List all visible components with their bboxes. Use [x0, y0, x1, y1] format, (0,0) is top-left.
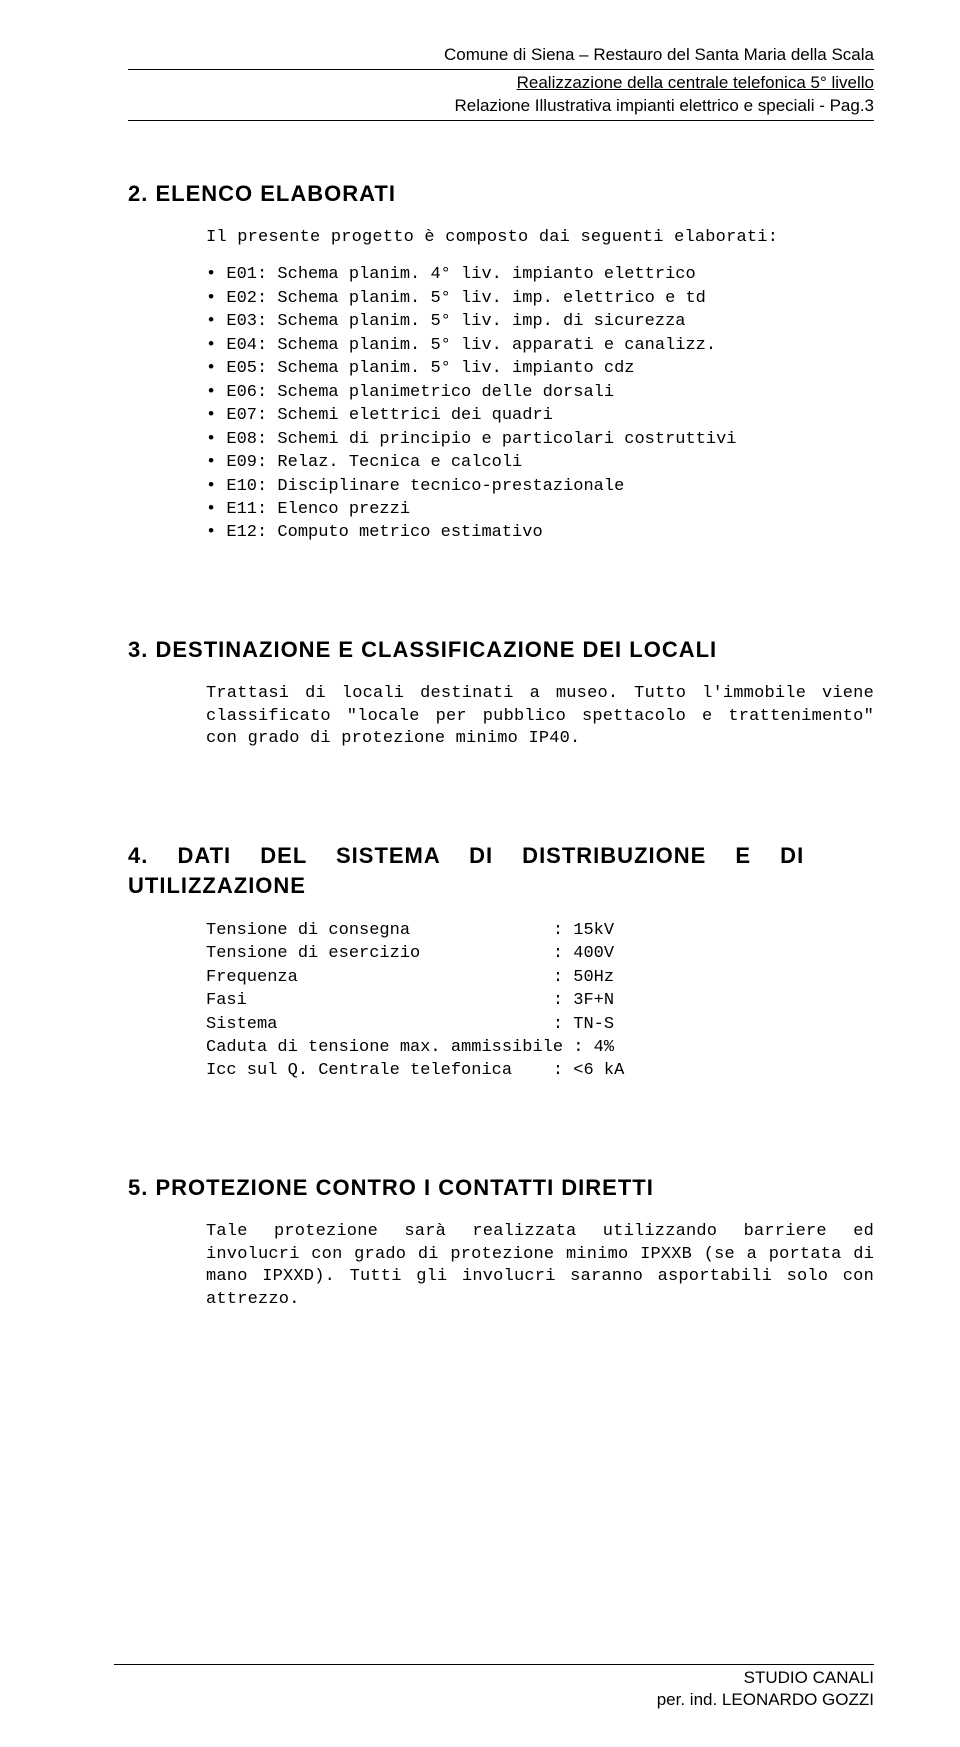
section-2-title: 2. ELENCO ELABORATI — [128, 179, 874, 209]
list-item: E12: Computo metrico estimativo — [206, 521, 874, 544]
table-row: Caduta di tensione max. ammissibile : 4% — [206, 1036, 874, 1059]
table-row: Icc sul Q. Centrale telefonica : <6 kA — [206, 1059, 874, 1082]
section-4-title-line1: 4. DATI DEL SISTEMA DI DISTRIBUZIONE E D… — [128, 843, 804, 868]
page-header: Comune di Siena – Restauro del Santa Mar… — [128, 44, 874, 121]
header-line-1: Comune di Siena – Restauro del Santa Mar… — [128, 44, 874, 67]
header-line-3: Relazione Illustrativa impianti elettric… — [128, 95, 874, 118]
table-row: Tensione di esercizio : 400V — [206, 942, 874, 965]
table-row: Frequenza : 50Hz — [206, 966, 874, 989]
section-4-title: 4. DATI DEL SISTEMA DI DISTRIBUZIONE E D… — [128, 841, 874, 900]
list-item: E04: Schema planim. 5° liv. apparati e c… — [206, 334, 874, 357]
list-item: E08: Schemi di principio e particolari c… — [206, 428, 874, 451]
table-row: Sistema : TN-S — [206, 1013, 874, 1036]
list-item: E09: Relaz. Tecnica e calcoli — [206, 451, 874, 474]
section-3: 3. DESTINAZIONE E CLASSIFICAZIONE DEI LO… — [128, 635, 874, 752]
list-item: E03: Schema planim. 5° liv. imp. di sicu… — [206, 310, 874, 333]
footer-line-2: per. ind. LEONARDO GOZZI — [657, 1689, 874, 1711]
table-row: Tensione di consegna : 15kV — [206, 919, 874, 942]
list-item: E11: Elenco prezzi — [206, 498, 874, 521]
section-4-table: Tensione di consegna : 15kV Tensione di … — [206, 919, 874, 1083]
document-page: Comune di Siena – Restauro del Santa Mar… — [0, 0, 960, 1747]
section-2-list: E01: Schema planim. 4° liv. impianto ele… — [206, 263, 874, 544]
section-5-title: 5. PROTEZIONE CONTRO I CONTATTI DIRETTI — [128, 1173, 874, 1203]
footer-rule — [114, 1664, 874, 1665]
header-line-2: Realizzazione della centrale telefonica … — [128, 72, 874, 95]
section-3-body: Trattasi di locali destinati a museo. Tu… — [206, 683, 874, 752]
header-rule-1 — [128, 69, 874, 70]
table-row: Fasi : 3F+N — [206, 989, 874, 1012]
page-footer: STUDIO CANALI per. ind. LEONARDO GOZZI — [657, 1664, 874, 1711]
list-item: E10: Disciplinare tecnico-prestazionale — [206, 475, 874, 498]
section-5-body: Tale protezione sarà realizzata utilizza… — [206, 1221, 874, 1313]
list-item: E06: Schema planimetrico delle dorsali — [206, 381, 874, 404]
list-item: E07: Schemi elettrici dei quadri — [206, 404, 874, 427]
header-rule-2 — [128, 120, 874, 121]
footer-line-1: STUDIO CANALI — [657, 1667, 874, 1689]
list-item: E05: Schema planim. 5° liv. impianto cdz — [206, 357, 874, 380]
list-item: E01: Schema planim. 4° liv. impianto ele… — [206, 263, 874, 286]
section-3-title: 3. DESTINAZIONE E CLASSIFICAZIONE DEI LO… — [128, 635, 874, 665]
section-2-intro: Il presente progetto è composto dai segu… — [206, 227, 874, 250]
list-item: E02: Schema planim. 5° liv. imp. elettri… — [206, 287, 874, 310]
section-2: 2. ELENCO ELABORATI Il presente progetto… — [128, 179, 874, 545]
section-5: 5. PROTEZIONE CONTRO I CONTATTI DIRETTI … — [128, 1173, 874, 1312]
section-4-title-line2: UTILIZZAZIONE — [128, 873, 306, 898]
section-4: 4. DATI DEL SISTEMA DI DISTRIBUZIONE E D… — [128, 841, 874, 1083]
